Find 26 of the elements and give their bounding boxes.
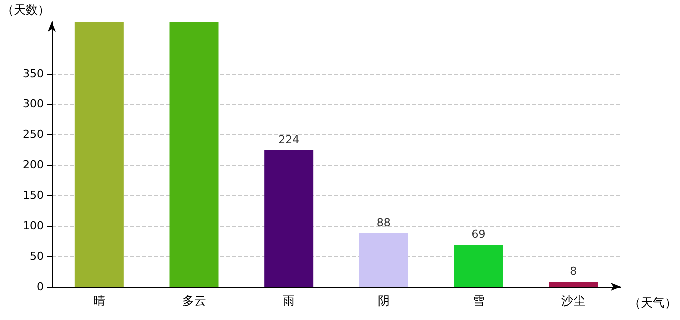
data-label: 224 <box>278 134 300 147</box>
bar <box>170 22 219 287</box>
data-label: 69 <box>472 228 486 241</box>
y-tick-label: 200 <box>23 158 44 172</box>
bar <box>74 22 124 287</box>
bar <box>264 150 314 287</box>
y-tick-label: 350 <box>23 67 44 80</box>
bar <box>359 233 408 287</box>
y-tick-label: 50 <box>30 250 44 264</box>
data-label: 88 <box>376 216 391 230</box>
y-tick-label: 300 <box>23 98 44 111</box>
y-tick-label: 100 <box>23 220 44 233</box>
bar <box>454 244 504 287</box>
y-tick-label: 0 <box>37 280 44 294</box>
x-tick-label: 雨 <box>283 294 296 308</box>
y-tick-label: 150 <box>23 189 44 202</box>
data-label: 8 <box>570 265 578 278</box>
x-tick-label: 沙尘 <box>562 294 586 308</box>
x-tick-label: 多云 <box>182 294 206 308</box>
x-tick-label: 晴 <box>93 294 106 308</box>
bar <box>549 282 598 287</box>
y-tick-label: 250 <box>23 128 44 142</box>
x-axis-title: （天气） <box>629 296 677 310</box>
x-tick-label: 阴 <box>378 294 390 308</box>
y-axis-title: （天数） <box>2 3 50 17</box>
x-tick-label: 雪 <box>472 294 485 308</box>
